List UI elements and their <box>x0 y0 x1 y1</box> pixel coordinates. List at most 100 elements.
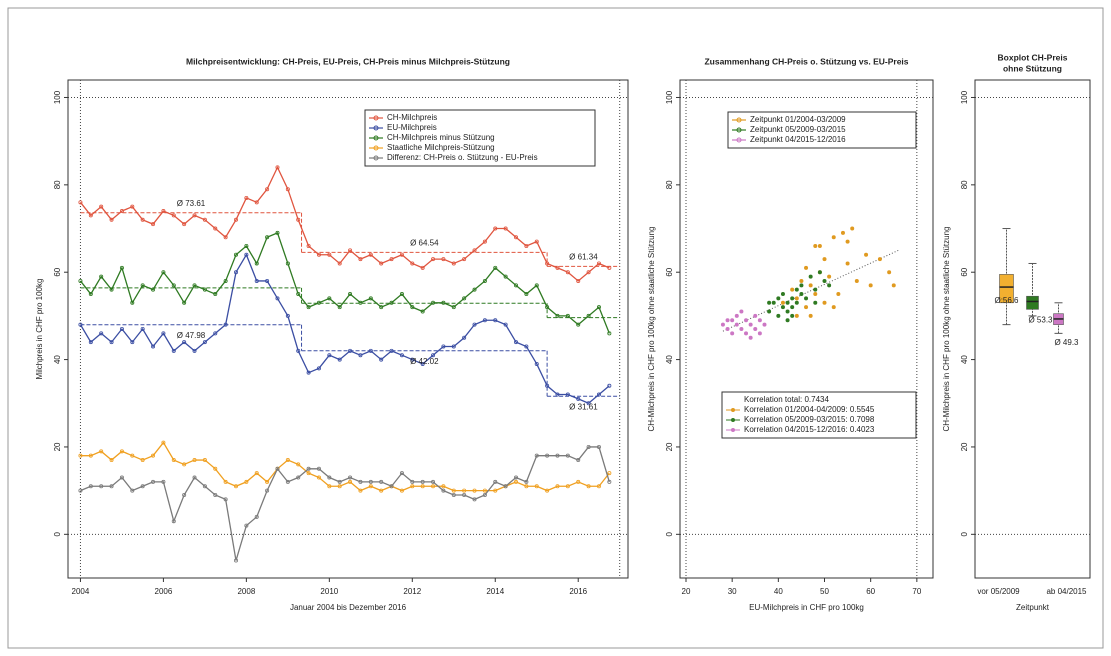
y-tick-label: 0 <box>665 532 674 537</box>
data-point <box>140 484 145 489</box>
data-point <box>503 484 508 489</box>
data-point <box>780 292 785 297</box>
data-point <box>514 475 519 480</box>
data-point <box>586 401 591 406</box>
x-tick-label: 70 <box>912 587 921 596</box>
x-tick-label: 2006 <box>155 587 173 596</box>
data-point <box>831 235 836 240</box>
data-point <box>223 497 228 502</box>
data-point <box>607 471 612 476</box>
data-point <box>285 479 290 484</box>
data-point <box>119 475 124 480</box>
x-tick-label: 2014 <box>486 587 504 596</box>
data-point <box>725 318 730 323</box>
data-point <box>808 313 813 318</box>
data-point <box>827 283 832 288</box>
data-point <box>265 488 270 493</box>
x-tick-label: 2016 <box>569 587 587 596</box>
chart-title: Zusammenhang CH-Preis o. Stützung vs. EU… <box>704 56 908 66</box>
data-point <box>441 344 446 349</box>
data-point <box>493 479 498 484</box>
x-axis-label: EU-Milchpreis in CHF pro 100kg <box>749 603 864 612</box>
data-point <box>213 226 218 231</box>
data-point <box>431 484 436 489</box>
legend-box <box>727 111 917 149</box>
data-point <box>420 309 425 314</box>
data-point <box>348 475 353 480</box>
data-point <box>877 257 882 262</box>
data-point <box>348 479 353 484</box>
data-point <box>555 265 560 270</box>
data-point <box>576 458 581 463</box>
data-point <box>119 209 124 214</box>
data-point <box>420 361 425 366</box>
data-point <box>734 322 739 327</box>
data-point <box>88 453 93 458</box>
data-point <box>192 475 197 480</box>
data-point <box>254 514 259 519</box>
series-line <box>79 253 610 405</box>
data-point <box>524 344 529 349</box>
data-point <box>171 348 176 353</box>
data-point <box>817 244 822 248</box>
data-point <box>565 484 570 489</box>
data-point <box>171 213 176 218</box>
data-point <box>130 488 135 493</box>
y-tick-label: 80 <box>665 180 674 189</box>
data-point <box>555 392 560 397</box>
y-tick-label: 100 <box>960 90 969 104</box>
series-line <box>79 165 610 282</box>
data-point <box>845 239 850 244</box>
legend-marker <box>736 117 742 123</box>
data-point <box>794 287 799 292</box>
data-point <box>514 340 519 345</box>
legend-label: Korrelation 05/2009-03/2015: 0.7098 <box>744 415 875 424</box>
data-point <box>78 488 83 493</box>
data-point <box>192 213 197 218</box>
x-tick-label: 20 <box>682 587 691 596</box>
data-point <box>161 209 166 214</box>
data-point <box>813 292 818 297</box>
data-point <box>534 484 539 489</box>
data-point <box>785 300 790 305</box>
data-point <box>316 366 321 371</box>
data-point <box>265 479 270 484</box>
data-point <box>451 344 456 349</box>
data-point <box>420 479 425 484</box>
data-point <box>804 265 809 270</box>
data-point <box>99 274 104 279</box>
data-point <box>379 261 384 266</box>
data-point <box>296 475 301 480</box>
data-point <box>762 322 767 327</box>
data-point <box>794 300 799 305</box>
mean-label: Ø 31.61 <box>569 402 598 411</box>
data-point <box>451 305 456 310</box>
data-point <box>244 523 249 528</box>
data-point <box>744 318 749 323</box>
data-point <box>565 453 570 458</box>
data-point <box>337 484 342 489</box>
data-point <box>254 278 259 283</box>
data-point <box>233 484 238 489</box>
data-point <box>431 353 436 358</box>
data-point <box>431 479 436 484</box>
data-point <box>555 453 560 458</box>
data-point <box>790 313 795 318</box>
data-point <box>767 300 772 305</box>
data-point <box>306 471 311 476</box>
data-point <box>813 244 818 248</box>
legend-label: Korrelation total: 0.7434 <box>744 395 829 404</box>
data-point <box>586 313 591 318</box>
data-point <box>171 519 176 524</box>
data-point <box>233 252 238 257</box>
data-point <box>213 466 218 471</box>
data-point <box>161 270 166 275</box>
y-tick-label: 20 <box>53 442 62 451</box>
data-point <box>744 331 749 336</box>
data-point <box>451 261 456 266</box>
data-point <box>790 305 795 310</box>
legend-marker <box>736 137 742 143</box>
data-point <box>845 261 850 266</box>
x-axis-label: Januar 2004 bis Dezember 2016 <box>290 603 407 612</box>
data-point <box>827 274 832 279</box>
